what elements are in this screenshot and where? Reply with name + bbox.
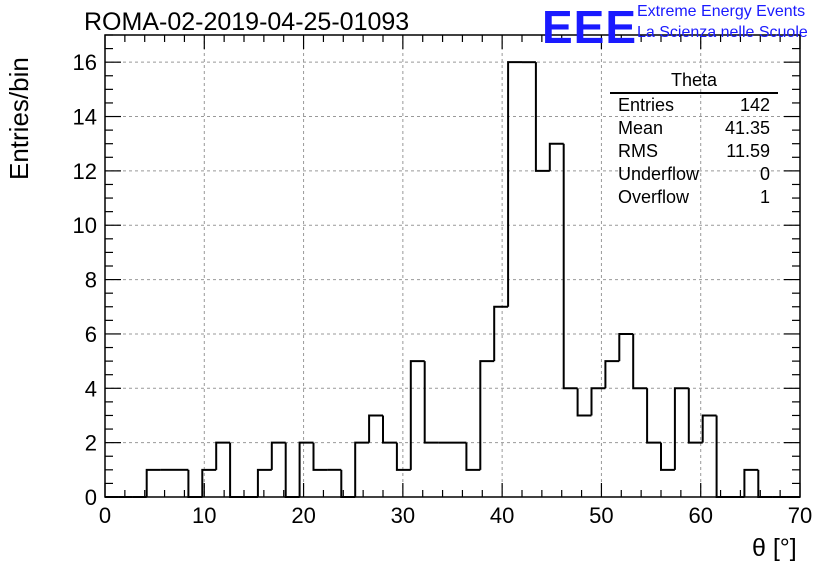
stats-row-mean: Mean 41.35: [610, 117, 778, 140]
x-tick-label: 30: [391, 503, 415, 528]
histogram-bin: [368, 414, 383, 443]
stats-value: 11.59: [726, 141, 770, 161]
histogram-bin: [298, 441, 314, 497]
histogram-bin: [660, 442, 675, 471]
histogram-bin: [507, 61, 522, 307]
histogram-bin: [646, 388, 661, 444]
histogram-bin: [354, 441, 370, 497]
stats-label: Overflow: [618, 187, 690, 207]
histogram-bin: [312, 442, 328, 471]
histogram-bin: [701, 414, 717, 443]
histogram-bin: [256, 468, 272, 497]
histogram-bin: [632, 333, 648, 390]
eee-logo: EEE: [542, 1, 638, 53]
chart-title: ROMA-02-2019-04-25-01093: [84, 8, 410, 36]
stats-value: 0: [759, 164, 770, 184]
y-tick-label: 0: [85, 485, 97, 510]
y-tick-label: 8: [85, 268, 97, 293]
histogram-bin: [395, 442, 411, 471]
histogram-bin: [590, 387, 606, 416]
y-tick-label: 16: [73, 50, 97, 75]
x-axis-label: θ [°]: [752, 534, 797, 562]
y-tick-label: 4: [85, 376, 97, 401]
histogram-bin: [618, 332, 634, 362]
histogram-bin: [229, 442, 244, 498]
histogram-bin: [548, 142, 564, 171]
histogram-series: [105, 61, 800, 498]
histogram-bin: [284, 442, 300, 498]
histogram-bin: [215, 441, 231, 470]
stats-label: RMS: [618, 141, 658, 161]
histogram-bin: [382, 415, 397, 444]
x-tick-label: 20: [291, 503, 315, 528]
histogram-bin: [479, 360, 495, 470]
histogram-bin: [423, 361, 439, 444]
stats-value: 41.35: [724, 118, 770, 138]
x-tick-label: 40: [490, 503, 514, 528]
x-tick-label: 0: [99, 503, 111, 528]
histogram-bin: [715, 415, 731, 498]
logo-line-1: Extreme Energy Events: [637, 3, 806, 20]
histogram-bin: [687, 388, 703, 444]
histogram-bin: [576, 388, 592, 417]
x-tick-label: 70: [788, 503, 812, 528]
stats-row-rms: RMS 11.59: [610, 140, 778, 163]
histogram-bin: [743, 468, 759, 497]
stats-label: Mean: [618, 118, 664, 138]
stats-label: Underflow: [618, 164, 700, 184]
histogram-bin: [409, 360, 425, 470]
x-tick-label: 10: [192, 503, 216, 528]
stats-title: Theta: [610, 70, 778, 94]
histogram-bin: [465, 442, 481, 471]
x-tick-label: 60: [688, 503, 712, 528]
histogram-bin: [270, 441, 286, 470]
histogram-bin: [562, 143, 578, 390]
y-tick-label: 10: [73, 213, 97, 238]
stats-box: Theta Entries 142 Mean 41.35 RMS 11.59 U…: [610, 70, 778, 209]
y-tick-label: 2: [85, 431, 97, 456]
stats-value: 142: [739, 95, 770, 115]
logo-line-2: La Scienza nelle Scuole: [637, 24, 808, 41]
stats-value: 1: [759, 187, 770, 207]
x-tick-label: 50: [589, 503, 613, 528]
histogram-bin: [604, 360, 620, 389]
histogram-bin: [534, 62, 550, 172]
histogram-bin: [187, 469, 203, 498]
y-axis-label: Entries/bin: [4, 57, 34, 180]
stats-row-overflow: Overflow 1: [610, 186, 778, 209]
y-tick-label: 14: [73, 105, 97, 130]
stats-row-underflow: Underflow 0: [610, 163, 778, 186]
histogram-bin: [201, 468, 217, 497]
histogram-bin: [673, 387, 689, 470]
histogram-bin: [145, 468, 161, 497]
stats-label: Entries: [618, 95, 675, 115]
y-tick-label: 6: [85, 322, 97, 347]
y-tick-label: 12: [73, 159, 97, 184]
histogram-bin: [493, 305, 509, 362]
stats-row-entries: Entries 142: [610, 94, 778, 117]
